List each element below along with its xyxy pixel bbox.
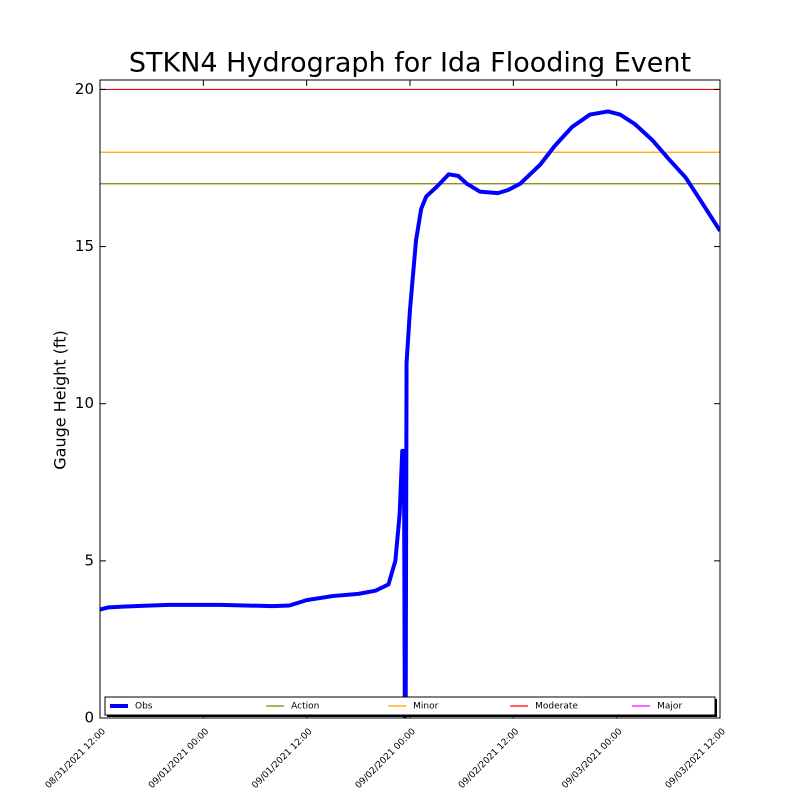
y-axis-label: Gauge Height (ft)	[51, 330, 70, 470]
data-line	[100, 109, 720, 718]
y-tick-label: 5	[84, 551, 94, 569]
legend-label: Moderate	[535, 702, 578, 712]
y-tick-label: 15	[75, 237, 94, 255]
legend-label: Obs	[135, 702, 153, 712]
y-tick-label: 20	[75, 80, 94, 98]
y-tick-label: 0	[84, 709, 94, 727]
legend-label: Action	[291, 702, 319, 712]
y-tick-label: 10	[75, 394, 94, 412]
chart-title: STKN4 Hydrograph for Ida Flooding Event	[129, 48, 691, 79]
legend-label: Minor	[413, 702, 438, 712]
legend-label: Major	[657, 702, 682, 712]
legend-box	[104, 696, 716, 716]
